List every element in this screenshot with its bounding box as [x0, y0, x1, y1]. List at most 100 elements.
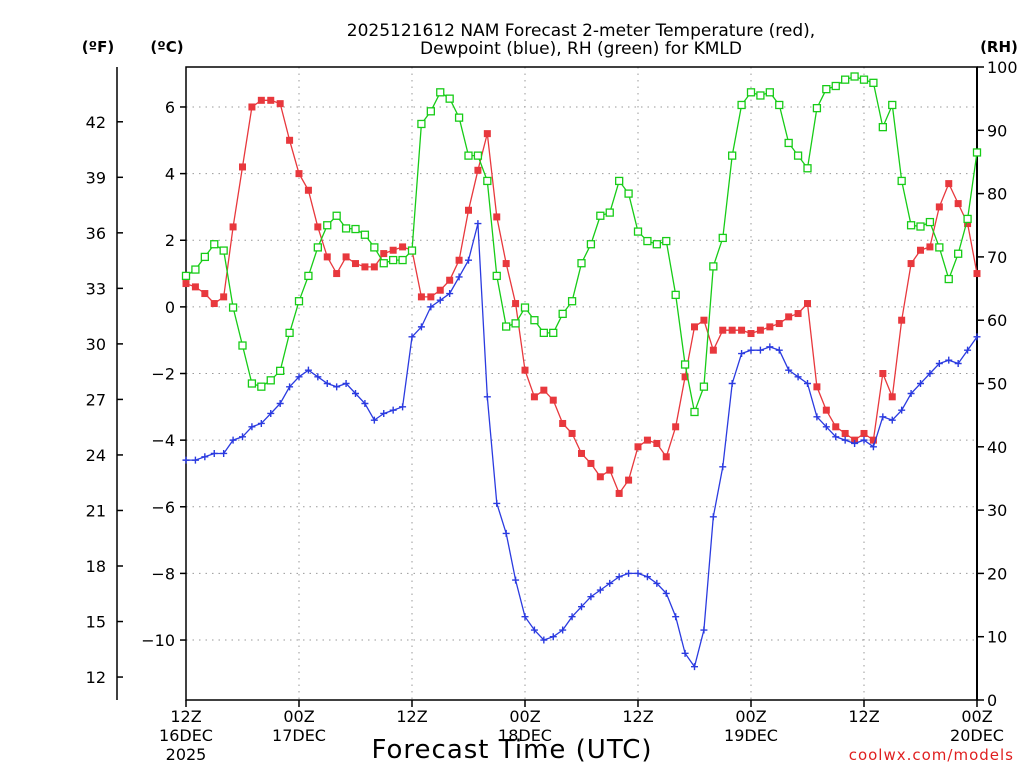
2-meter-temperature-point	[728, 326, 736, 334]
2-meter-temperature-point	[596, 473, 604, 481]
dewpoint-point	[210, 449, 218, 457]
rh-point	[888, 100, 897, 110]
rh-point	[624, 189, 633, 198]
dewpoint-point	[512, 576, 520, 584]
dewpoint-point	[389, 406, 397, 414]
celsius-tick-label: −2	[151, 365, 175, 384]
dewpoint-point	[888, 416, 896, 424]
rh-point	[539, 328, 548, 338]
rh-unit-label: (RH)	[980, 38, 1018, 56]
2-meter-temperature-point	[314, 223, 322, 231]
2-meter-temperature-point	[907, 260, 915, 268]
dewpoint-point	[596, 586, 604, 594]
2-meter-temperature-point	[295, 170, 303, 178]
dewpoint-point	[408, 333, 416, 341]
2-meter-temperature-point	[210, 300, 218, 308]
dewpoint-point	[436, 296, 444, 304]
2-meter-temperature-point	[813, 383, 821, 391]
2-meter-temperature-point	[530, 393, 538, 401]
rh-point	[191, 265, 200, 274]
dewpoint-point	[813, 413, 821, 421]
dewpoint-point	[615, 573, 623, 581]
dewpoint-point	[304, 366, 312, 374]
dewpoint-point	[851, 439, 859, 447]
dewpoint-point	[427, 303, 435, 311]
dewpoint-point	[182, 456, 190, 464]
rh-point	[238, 341, 247, 350]
2-meter-temperature-point	[964, 220, 972, 228]
rh-point	[407, 246, 417, 255]
dewpoint-point	[474, 220, 482, 228]
celsius-tick-label: 6	[165, 98, 175, 117]
x-tick-label-time: 12Z	[848, 707, 879, 726]
rh-point	[530, 316, 539, 325]
fahrenheit-tick-label: 39	[86, 168, 106, 187]
x-tick-label-date: 18DEC	[498, 726, 552, 745]
2-meter-temperature-point	[512, 300, 520, 308]
fahrenheit-tick-label: 18	[86, 557, 106, 576]
dewpoint-point	[220, 449, 228, 457]
2-meter-temperature-point	[643, 436, 651, 444]
rh-tick-label: 100	[987, 58, 1018, 77]
rh-point	[869, 78, 878, 87]
dewpoint-line	[186, 223, 978, 669]
x-tick-label-time: 00Z	[735, 707, 766, 726]
rh-tick-label: 10	[987, 628, 1007, 647]
rh-point	[351, 224, 360, 234]
rh-point	[417, 119, 426, 129]
rh-point	[483, 176, 492, 186]
2-meter-temperature-point	[465, 206, 472, 214]
dewpoint-point	[917, 380, 924, 387]
rh-point	[925, 217, 935, 227]
dewpoint-point	[333, 383, 341, 391]
rh-point	[643, 236, 652, 246]
2-meter-temperature-point	[681, 373, 689, 381]
rh-point	[228, 303, 238, 312]
rh-point	[586, 240, 596, 249]
celsius-tick-label: −8	[151, 564, 175, 583]
2-meter-temperature-point	[427, 293, 435, 301]
rh-point	[944, 274, 953, 284]
dewpoint-point	[267, 409, 275, 417]
2-meter-temperature-point	[304, 186, 312, 194]
2-meter-temperature-point	[606, 466, 614, 474]
2-meter-temperature-point	[286, 136, 294, 144]
2-meter-temperature-point	[417, 293, 425, 301]
dewpoint-point	[662, 589, 670, 597]
dewpoint-point	[709, 513, 717, 521]
rh-point	[304, 271, 313, 281]
dewpoint-point	[502, 529, 510, 537]
rh-point	[454, 113, 464, 122]
rh-point	[935, 243, 944, 252]
rh-point	[247, 379, 257, 388]
rh-point	[756, 91, 765, 100]
celsius-tick-label: 0	[165, 298, 175, 317]
rh-point	[332, 211, 341, 220]
2-meter-temperature-point	[634, 443, 642, 451]
chart-title-line2: Dewpoint (blue), RH (green) for KMLD	[420, 39, 742, 59]
dewpoint-point	[653, 579, 661, 587]
rh-point	[615, 176, 624, 186]
rh-point	[746, 88, 756, 97]
rh-point	[389, 255, 398, 265]
fahrenheit-tick-label: 15	[86, 613, 106, 632]
2-meter-temperature-point	[747, 330, 755, 338]
rh-line	[185, 75, 978, 415]
dewpoint-point	[521, 613, 529, 621]
rh-point	[181, 271, 191, 281]
rh-point	[812, 103, 822, 113]
rh-tick-label: 20	[987, 564, 1007, 583]
2-meter-temperature-point	[917, 246, 924, 254]
2-meter-temperature-point	[474, 166, 482, 174]
celsius-tick-label: −6	[151, 498, 175, 517]
2-meter-temperature-point	[380, 250, 388, 258]
dewpoint-point	[926, 370, 934, 378]
fahrenheit-tick-label: 33	[86, 279, 106, 298]
2-meter-temperature-point	[945, 180, 953, 188]
2-meter-temperature-point	[229, 223, 237, 231]
rh-point	[210, 240, 219, 249]
dewpoint-point	[738, 350, 746, 358]
celsius-unit-label: (ºC)	[150, 38, 183, 56]
rh-point	[426, 107, 435, 116]
